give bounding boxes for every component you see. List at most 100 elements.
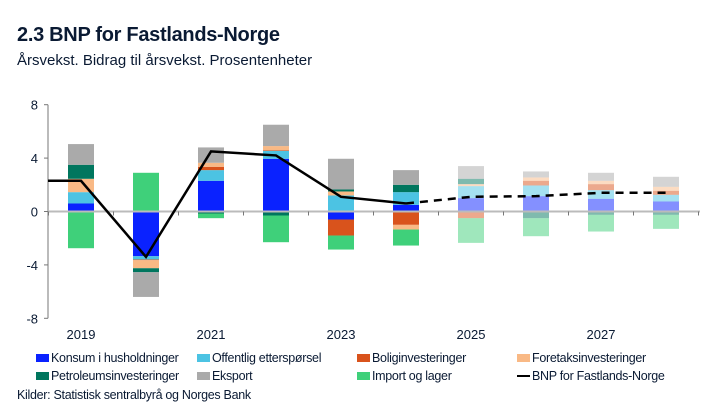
- bar-segment: [393, 229, 419, 246]
- bar-segment: [133, 211, 159, 257]
- legend-label: Import og lager: [372, 369, 452, 383]
- bar-segment: [198, 180, 224, 212]
- bar-segment: [133, 260, 159, 269]
- legend-swatch: [197, 372, 210, 380]
- legend-item: Eksport: [197, 369, 253, 383]
- y-tick-label: -4: [26, 258, 38, 273]
- bar-segment: [263, 211, 289, 216]
- bar-segment: [523, 171, 549, 178]
- bar-segment: [263, 150, 289, 151]
- bar-segment: [653, 186, 679, 191]
- bar-segment: [458, 184, 484, 187]
- bar-segment: [523, 211, 549, 219]
- bar-segment: [458, 211, 484, 219]
- y-tick-label: 0: [31, 205, 38, 220]
- bar-segment: [393, 224, 419, 230]
- bar-segment: [328, 235, 354, 250]
- bar-segment: [523, 196, 549, 212]
- bar-segment: [393, 204, 419, 212]
- bar-segment: [588, 211, 614, 215]
- x-tick-label: 2019: [67, 327, 96, 342]
- bar-segment: [523, 185, 549, 197]
- legend-item: BNP for Fastlands-Norge: [517, 369, 665, 383]
- bar-segment: [653, 176, 679, 187]
- bar-segment: [588, 172, 614, 181]
- bar-segment: [393, 170, 419, 185]
- bar-segment: [328, 219, 354, 236]
- bar-segment: [588, 190, 614, 199]
- bar-segment: [68, 164, 94, 179]
- legend-label: Foretaksinvesteringer: [532, 351, 646, 365]
- bar-segment: [263, 146, 289, 151]
- x-tick-label: 2021: [197, 327, 226, 342]
- bar-segment: [198, 166, 224, 171]
- x-tick-label: 2023: [327, 327, 356, 342]
- chart-title: 2.3 BNP for Fastlands-Norge: [17, 24, 280, 46]
- bar-segment: [588, 214, 614, 232]
- bar-segment: [68, 203, 94, 212]
- bar-segment: [198, 213, 224, 219]
- bar-segment: [588, 198, 614, 212]
- bar-segment: [68, 144, 94, 165]
- legend-label: Petroleumsinvesteringer: [51, 369, 179, 383]
- bar-segment: [458, 198, 484, 212]
- legend-swatch: [357, 372, 370, 380]
- bar-segment: [328, 158, 354, 190]
- y-tick-label: 4: [31, 151, 38, 166]
- bar-segment: [198, 162, 224, 167]
- legend-label: Konsum i husholdninger: [51, 351, 179, 365]
- bar-segment: [328, 189, 354, 192]
- legend-item: Foretaksinvesteringer: [517, 351, 646, 365]
- bar-segment: [523, 180, 549, 186]
- legend-swatch: [357, 354, 370, 362]
- bar-segment: [198, 211, 224, 214]
- bar-segment: [523, 218, 549, 237]
- legend-label: BNP for Fastlands-Norge: [532, 369, 665, 383]
- bar-segment: [653, 214, 679, 229]
- bar-segment: [263, 215, 289, 243]
- bar-segment: [653, 211, 679, 215]
- bar-segment: [458, 186, 484, 199]
- bar-segment: [68, 192, 94, 204]
- legend-item: Petroleumsinvesteringer: [36, 369, 179, 383]
- legend-line-swatch: [517, 375, 530, 377]
- chart-plot: -8 -4 0 4 8 2019 2021 2023 2025 2027: [26, 98, 700, 342]
- bar-segment: [133, 259, 159, 261]
- x-tick-label: 2025: [457, 327, 486, 342]
- y-tick-label: 8: [31, 98, 38, 113]
- bar-segment: [653, 190, 679, 195]
- bar-segment: [328, 195, 354, 212]
- legend-label: Eksport: [212, 369, 253, 383]
- bar-segment: [68, 212, 94, 249]
- legend-swatch: [197, 354, 210, 362]
- legend-item: Offentlig etterspørsel: [197, 351, 322, 365]
- bar-segment: [458, 178, 484, 185]
- bnp-line: [48, 150, 407, 260]
- bar-segment: [393, 184, 419, 193]
- bar-segment: [458, 218, 484, 243]
- source-note: Kilder: Statistisk sentralbyrå og Norges…: [17, 388, 251, 402]
- bar-segment: [328, 191, 354, 196]
- y-tick-label: -8: [26, 311, 38, 326]
- bar-segment: [133, 172, 159, 212]
- bar-segment: [198, 147, 224, 163]
- bar-segment: [263, 158, 289, 212]
- bar-segment: [458, 166, 484, 179]
- legend-swatch: [36, 354, 49, 362]
- bar-segment: [653, 194, 679, 202]
- bar-segment: [588, 180, 614, 185]
- legend-swatch: [36, 372, 49, 380]
- bar-segment: [328, 211, 354, 220]
- legend-item: Import og lager: [357, 369, 452, 383]
- bar-segment: [588, 184, 614, 191]
- x-tick-label: 2027: [587, 327, 616, 342]
- legend-label: Boliginvesteringer: [372, 351, 466, 365]
- bar-segment: [653, 201, 679, 212]
- bar-segment: [263, 124, 289, 147]
- legend-item: Boliginvesteringer: [357, 351, 466, 365]
- bar-segment: [133, 272, 159, 297]
- legend-item: Konsum i husholdninger: [36, 351, 179, 365]
- bar-segment: [198, 170, 224, 181]
- bnp-forecast-line: [405, 191, 666, 205]
- legend-label: Offentlig etterspørsel: [212, 351, 322, 365]
